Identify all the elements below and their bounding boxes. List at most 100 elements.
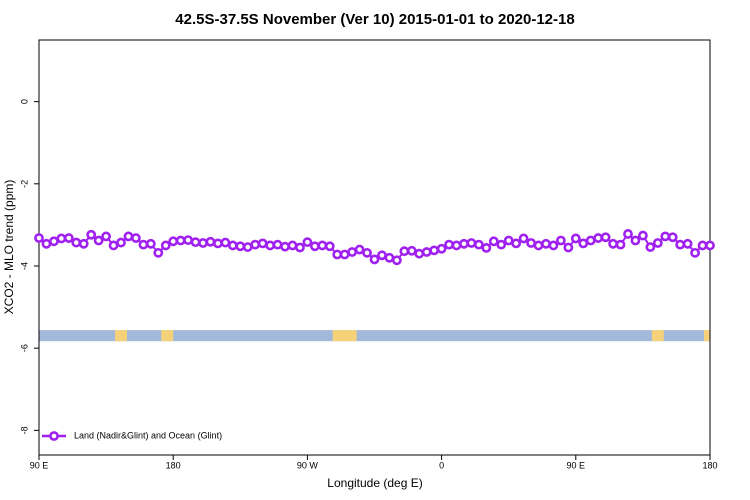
point [63, 233, 74, 243]
land-segment [704, 330, 710, 342]
point [280, 241, 290, 252]
point [555, 235, 566, 246]
point [145, 238, 156, 249]
point [332, 249, 343, 260]
point [630, 235, 641, 246]
point [160, 240, 171, 251]
land-segment [161, 330, 174, 342]
point [131, 233, 141, 243]
ocean-band [39, 330, 710, 342]
y-tick-label: 0 [19, 99, 29, 104]
y-tick-label: -8 [19, 426, 29, 434]
point [570, 233, 581, 244]
point [548, 240, 559, 251]
point [399, 246, 410, 257]
point [511, 238, 522, 249]
point [250, 239, 261, 250]
y-axis-label: XCO2 - MLO trend (ppm) [2, 180, 16, 315]
x-tick-label: 180 [166, 460, 181, 470]
point [667, 232, 678, 243]
legend-marker [49, 431, 59, 441]
point [369, 254, 380, 265]
point [541, 238, 551, 249]
point [466, 238, 477, 248]
point [101, 231, 111, 242]
point [623, 229, 633, 239]
point [295, 242, 305, 253]
point [302, 237, 313, 248]
point [347, 247, 358, 257]
point [488, 236, 499, 247]
point [593, 233, 604, 243]
point [697, 240, 708, 251]
point [705, 240, 715, 251]
point [190, 237, 201, 248]
point [354, 244, 365, 255]
point [198, 238, 208, 248]
point [168, 236, 179, 247]
land-segment [332, 330, 357, 342]
point [578, 238, 589, 249]
point [652, 238, 663, 248]
point [339, 249, 350, 260]
point [526, 238, 536, 248]
point [615, 239, 626, 250]
point [377, 250, 387, 261]
x-tick-label: 90 E [567, 460, 586, 470]
point [213, 238, 223, 249]
point [675, 239, 686, 250]
point [481, 243, 492, 253]
point [309, 241, 320, 252]
point [444, 239, 454, 250]
point [660, 231, 671, 242]
point [86, 229, 97, 240]
x-tick-label: 0 [439, 460, 444, 470]
y-tick-label: -2 [19, 180, 29, 188]
point [324, 241, 335, 252]
point [496, 239, 507, 250]
point [436, 243, 447, 254]
point [41, 238, 52, 249]
point [391, 255, 402, 266]
x-tick-label: 180 [702, 460, 717, 470]
point [205, 236, 216, 247]
x-tick-label: 90 W [297, 460, 319, 470]
point [608, 238, 618, 249]
point [362, 247, 372, 258]
point [317, 240, 328, 251]
point [153, 247, 164, 258]
point [227, 240, 238, 251]
point [116, 237, 126, 248]
point [71, 237, 82, 248]
point [272, 239, 283, 250]
point [563, 242, 574, 253]
point [421, 247, 432, 257]
y-tick-label: -6 [19, 344, 29, 352]
point [138, 239, 149, 250]
point [34, 233, 44, 243]
point [638, 230, 648, 241]
point [645, 242, 656, 252]
chart-title: 42.5S-37.5S November (Ver 10) 2015-01-01… [175, 11, 574, 28]
point [108, 240, 119, 251]
point [49, 236, 59, 247]
land-segment [115, 330, 127, 342]
point [235, 241, 246, 252]
point [220, 237, 231, 248]
point [600, 232, 611, 243]
point [93, 235, 104, 246]
land-segment [651, 330, 664, 342]
point [406, 245, 417, 256]
point [451, 240, 462, 251]
point [533, 240, 544, 251]
point [473, 239, 484, 250]
point [123, 231, 134, 242]
point [242, 242, 253, 252]
x-tick-label: 90 E [30, 460, 49, 470]
point [78, 238, 89, 249]
point [265, 240, 276, 251]
point [384, 252, 395, 263]
point [56, 233, 67, 244]
point [459, 238, 469, 249]
